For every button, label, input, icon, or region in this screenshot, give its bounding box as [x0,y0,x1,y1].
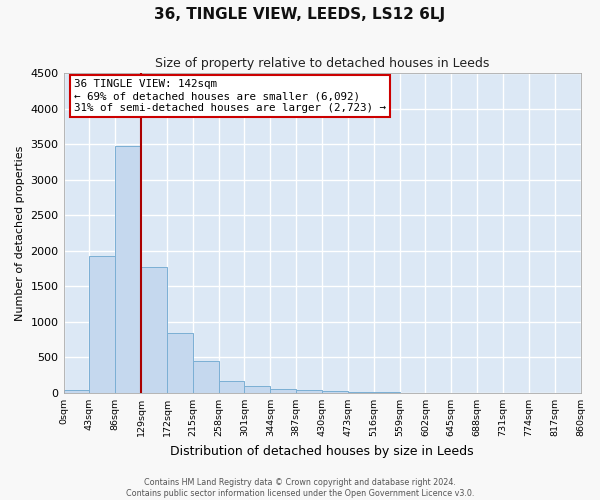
Title: Size of property relative to detached houses in Leeds: Size of property relative to detached ho… [155,58,489,70]
Bar [374,392,400,393]
Bar [115,146,141,393]
Bar [348,392,374,393]
Bar [271,390,296,393]
Text: 36 TINGLE VIEW: 142sqm
← 69% of detached houses are smaller (6,092)
31% of semi-: 36 TINGLE VIEW: 142sqm ← 69% of detached… [74,80,386,112]
X-axis label: Distribution of detached houses by size in Leeds: Distribution of detached houses by size … [170,444,474,458]
Bar [244,386,271,393]
Y-axis label: Number of detached properties: Number of detached properties [15,146,25,320]
Bar [89,256,115,393]
Bar [296,390,322,393]
Bar [141,267,167,393]
Text: Contains HM Land Registry data © Crown copyright and database right 2024.
Contai: Contains HM Land Registry data © Crown c… [126,478,474,498]
Bar [193,360,218,393]
Text: 36, TINGLE VIEW, LEEDS, LS12 6LJ: 36, TINGLE VIEW, LEEDS, LS12 6LJ [154,8,446,22]
Bar [64,390,89,393]
Bar [218,381,244,393]
Bar [167,333,193,393]
Bar [322,391,348,393]
